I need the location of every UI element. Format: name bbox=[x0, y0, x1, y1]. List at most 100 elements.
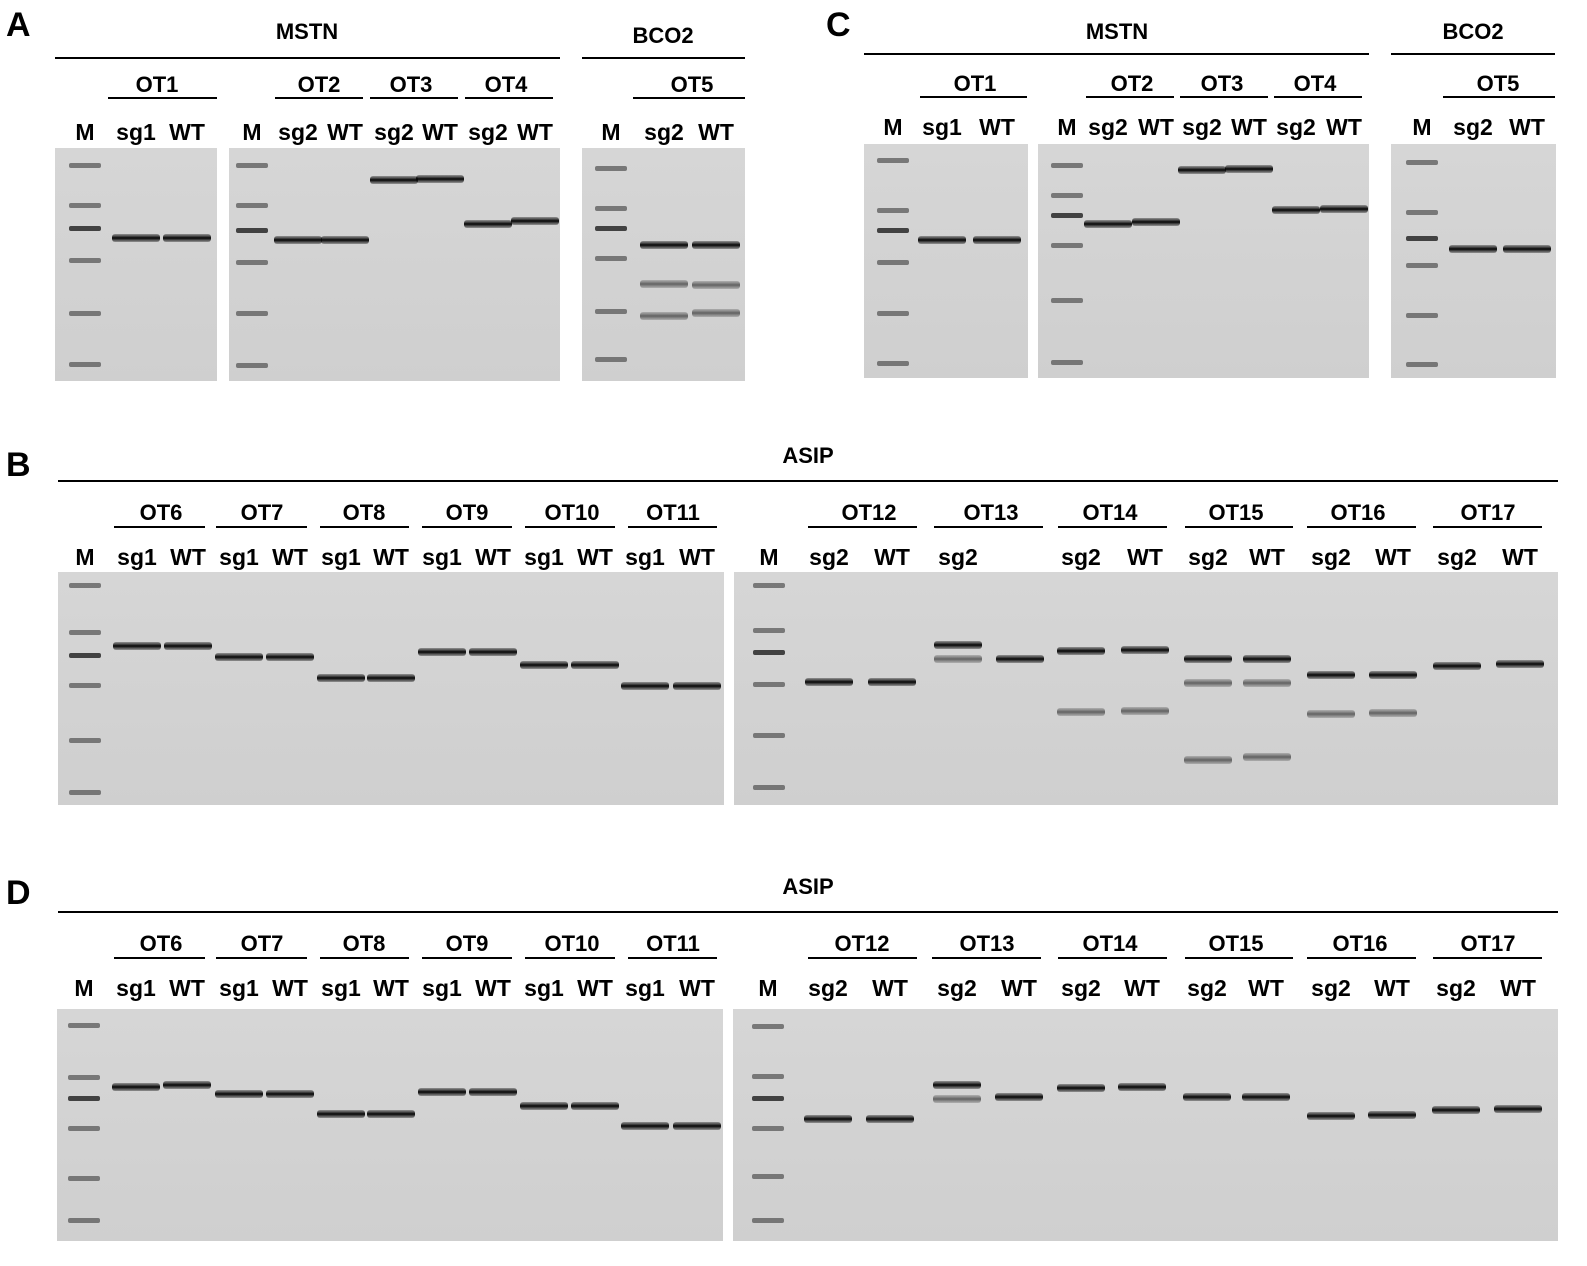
lane-label: sg1 bbox=[524, 544, 564, 570]
dna-band bbox=[1243, 655, 1291, 663]
dna-band bbox=[215, 1090, 263, 1098]
ladder-band bbox=[753, 583, 785, 588]
lane-label: sg2 bbox=[468, 119, 508, 145]
ladder-band bbox=[752, 1174, 784, 1179]
dna-band bbox=[933, 1095, 981, 1103]
lane-label: WT bbox=[1502, 544, 1538, 570]
dna-band bbox=[640, 280, 688, 288]
lane-label: WT bbox=[475, 544, 511, 570]
lane-label: sg1 bbox=[422, 544, 462, 570]
dna-band bbox=[692, 241, 740, 249]
dna-band bbox=[1307, 671, 1355, 679]
dna-band bbox=[416, 175, 464, 183]
dna-band bbox=[1184, 756, 1232, 764]
lane-label: sg2 bbox=[1437, 544, 1477, 570]
lane-label: WT bbox=[1127, 544, 1163, 570]
lane-label: WT bbox=[874, 544, 910, 570]
ladder-band bbox=[753, 785, 785, 790]
lane-label: WT bbox=[1500, 975, 1536, 1001]
dna-band bbox=[367, 674, 415, 682]
dna-band bbox=[1272, 206, 1320, 214]
lane-label: sg1 bbox=[625, 544, 665, 570]
dna-band bbox=[113, 642, 161, 650]
lane-label: WT bbox=[679, 544, 715, 570]
ladder-band bbox=[236, 163, 268, 168]
marker-lane-label: M bbox=[759, 544, 778, 570]
lane-label: sg2 bbox=[1453, 114, 1493, 140]
target-label: OT9 bbox=[446, 500, 489, 525]
lane-label: sg1 bbox=[422, 975, 462, 1001]
lane-label: WT bbox=[872, 975, 908, 1001]
dna-band bbox=[1132, 218, 1180, 226]
target-label: OT17 bbox=[1460, 500, 1515, 525]
ladder-band bbox=[69, 163, 101, 168]
lane-label: WT bbox=[169, 119, 205, 145]
ladder-band bbox=[595, 226, 627, 231]
gene-label: BCO2 bbox=[632, 23, 693, 48]
dna-band bbox=[621, 1122, 669, 1130]
dna-band bbox=[1057, 1084, 1105, 1092]
ladder-band bbox=[1406, 160, 1438, 165]
lane-label: WT bbox=[1249, 544, 1285, 570]
gel-background bbox=[55, 148, 217, 381]
dna-band bbox=[317, 674, 365, 682]
dna-band bbox=[673, 682, 721, 690]
dna-band bbox=[215, 653, 263, 661]
gel-background bbox=[229, 148, 560, 381]
gel-background bbox=[1038, 144, 1369, 378]
dna-band bbox=[163, 234, 211, 242]
lane-label: WT bbox=[373, 975, 409, 1001]
lane-label: WT bbox=[1509, 114, 1545, 140]
lane-label: sg1 bbox=[116, 975, 156, 1001]
dna-band bbox=[520, 661, 568, 669]
ladder-band bbox=[68, 1126, 100, 1131]
dna-band bbox=[520, 1102, 568, 1110]
dna-band bbox=[464, 220, 512, 228]
dna-band bbox=[418, 648, 466, 656]
dna-band bbox=[868, 678, 916, 686]
gel-background bbox=[57, 1009, 723, 1241]
lane-label: WT bbox=[1374, 975, 1410, 1001]
target-label: OT1 bbox=[954, 71, 997, 96]
lane-label: sg1 bbox=[321, 544, 361, 570]
lane-label: sg2 bbox=[1061, 975, 1101, 1001]
target-label: OT14 bbox=[1082, 500, 1138, 525]
dna-band bbox=[1369, 709, 1417, 717]
ladder-band bbox=[1406, 313, 1438, 318]
target-label: OT16 bbox=[1332, 931, 1387, 956]
target-label: OT11 bbox=[646, 500, 700, 525]
panel-d-headers: ASIP OT6 OT7 OT8 OT9 OT10 OT11 OT12 OT13… bbox=[58, 874, 1558, 959]
gel-background bbox=[582, 148, 745, 381]
marker-lane-label: M bbox=[1057, 114, 1076, 140]
ladder-band bbox=[1051, 243, 1083, 248]
ladder-band bbox=[69, 683, 101, 688]
dna-band bbox=[1057, 647, 1105, 655]
lane-label: WT bbox=[577, 975, 613, 1001]
gene-label: MSTN bbox=[276, 19, 338, 44]
ladder-band bbox=[69, 790, 101, 795]
dna-band bbox=[1494, 1105, 1542, 1113]
ladder-band bbox=[69, 362, 101, 367]
ladder-band bbox=[877, 228, 909, 233]
dna-band bbox=[112, 1083, 160, 1091]
marker-lane-label: M bbox=[242, 119, 261, 145]
marker-lane-label: M bbox=[75, 119, 94, 145]
ladder-band bbox=[69, 738, 101, 743]
lane-label: WT bbox=[1231, 114, 1267, 140]
ladder-band bbox=[1051, 163, 1083, 168]
ladder-band bbox=[877, 361, 909, 366]
lane-label: sg2 bbox=[1276, 114, 1316, 140]
dna-band bbox=[1320, 205, 1368, 213]
dna-band bbox=[1121, 707, 1169, 715]
dna-band bbox=[266, 1090, 314, 1098]
dna-band bbox=[933, 1081, 981, 1089]
lane-label: sg2 bbox=[278, 119, 318, 145]
target-label: OT15 bbox=[1208, 500, 1263, 525]
dna-band bbox=[469, 648, 517, 656]
